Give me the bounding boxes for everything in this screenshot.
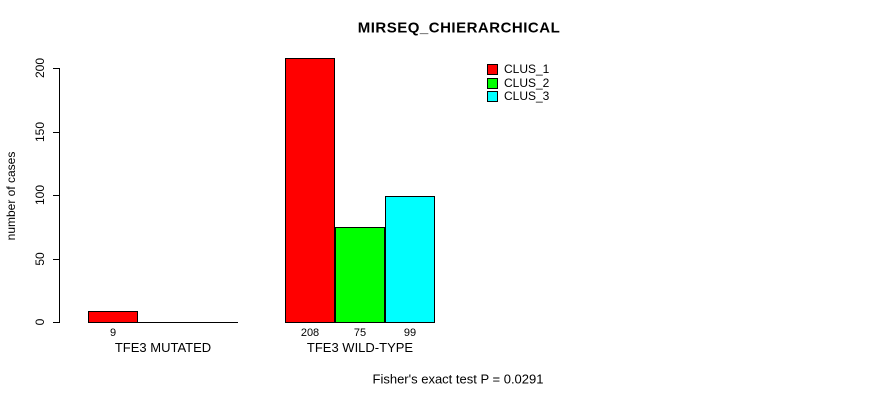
stat-annotation: Fisher's exact test P = 0.0291	[372, 371, 544, 387]
bar-value-label: 75	[353, 327, 367, 339]
y-axis-tick-label: 0	[33, 318, 47, 326]
legend-item: CLUS_3	[487, 89, 550, 103]
y-axis-tick	[53, 259, 59, 260]
y-axis-tick-label: 100	[33, 184, 47, 206]
bar-value-label: 9	[109, 327, 117, 339]
legend-item: CLUS_1	[487, 62, 550, 76]
legend-swatch	[487, 77, 498, 89]
x-group-label: TFE3 WILD-TYPE	[306, 340, 414, 355]
legend-label: CLUS_3	[504, 89, 550, 103]
chart-title: MIRSEQ_CHIERARCHICAL	[357, 19, 561, 37]
legend-swatch	[487, 63, 498, 75]
legend-label: CLUS_1	[504, 62, 550, 76]
group-baseline	[88, 322, 238, 323]
y-axis-label: number of cases	[4, 151, 18, 241]
legend-swatch	[487, 90, 498, 102]
x-group-label: TFE3 MUTATED	[114, 340, 212, 355]
y-axis-tick-label: 50	[33, 252, 47, 266]
y-axis-tick	[53, 322, 59, 323]
y-axis-tick-label: 200	[33, 57, 47, 79]
bar-clus_3	[385, 196, 435, 323]
y-axis-tick-label: 150	[33, 121, 47, 143]
y-axis-tick	[53, 195, 59, 196]
y-axis-tick	[53, 68, 59, 69]
legend-label: CLUS_2	[504, 76, 550, 90]
bar-clus_1	[88, 311, 138, 323]
bar-value-label: 208	[300, 327, 320, 339]
bar-clus_1	[285, 58, 335, 323]
legend-item: CLUS_2	[487, 76, 550, 90]
bar-clus_2	[335, 227, 385, 323]
y-axis-line	[59, 68, 60, 323]
bar-value-label: 99	[403, 327, 417, 339]
y-axis-tick	[53, 132, 59, 133]
